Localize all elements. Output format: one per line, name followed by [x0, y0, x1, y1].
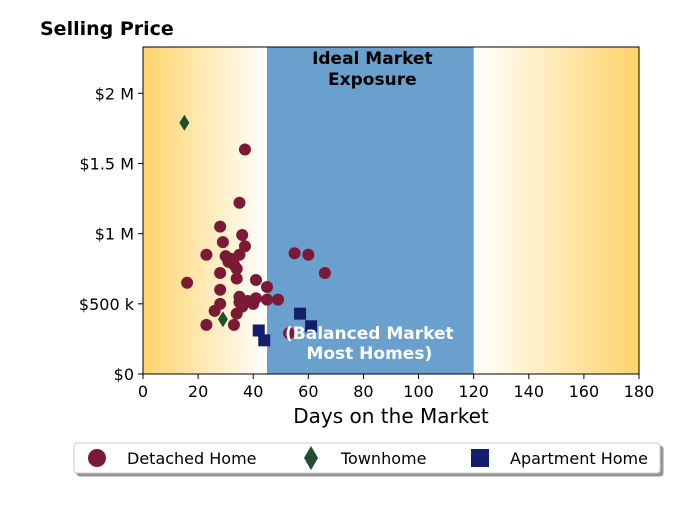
point-diamond-0: [179, 114, 190, 131]
region-label-bottom: Most Homes): [306, 344, 432, 364]
point-circle-15: [230, 272, 243, 285]
point-circle-30: [261, 293, 273, 306]
point-circle-4: [214, 220, 227, 233]
x-tick-label: 120: [458, 382, 489, 401]
chart-title: Selling Price: [40, 18, 174, 40]
legend-marker-circle: [88, 449, 106, 467]
point-circle-24: [238, 240, 251, 253]
point-circle-17: [233, 196, 246, 209]
point-circle-27: [249, 292, 262, 305]
point-diamond-1: [217, 311, 228, 328]
point-circle-23: [238, 143, 251, 156]
point-square-2: [294, 307, 307, 320]
point-circle-31: [272, 293, 285, 306]
x-axis-ticks: 0 20 40 60 80 100 120 140 160 180: [138, 374, 654, 401]
point-circle-12: [227, 318, 240, 331]
x-tick-label: 0: [138, 382, 148, 401]
legend-marker-square: [471, 449, 489, 467]
point-circle-7: [214, 297, 227, 310]
y-axis-ticks: $0 $500 k $1 M $1.5 M $2 M: [79, 84, 143, 384]
x-tick-label: 80: [353, 382, 373, 401]
x-tick-label: 20: [188, 382, 208, 401]
x-tick-label: 140: [514, 382, 545, 401]
region-label-top: Ideal Market: [312, 49, 433, 69]
y-tick-label: $2 M: [95, 84, 134, 103]
y-tick-label: $1.5 M: [79, 154, 134, 173]
region-label-top: Exposure: [328, 70, 417, 90]
point-circle-1: [200, 318, 213, 331]
point-circle-21: [236, 229, 249, 242]
point-circle-5: [214, 266, 227, 279]
plot-background: [143, 47, 639, 374]
legend-label: Townhome: [340, 449, 426, 468]
point-circle-6: [214, 283, 227, 296]
y-tick-label: $500 k: [79, 295, 135, 314]
point-circle-32: [283, 327, 296, 340]
x-axis-label: Days on the Market: [293, 404, 489, 428]
point-circle-29: [261, 280, 273, 293]
point-circle-34: [302, 248, 315, 261]
legend-label: Detached Home: [127, 449, 257, 468]
x-tick-label: 180: [624, 382, 655, 401]
point-circle-16: [230, 262, 243, 275]
data-points: [179, 114, 331, 347]
point-circle-33: [288, 247, 301, 260]
point-circle-8: [216, 236, 229, 249]
point-square-3: [305, 320, 318, 333]
x-tick-label: 40: [243, 382, 263, 401]
point-circle-2: [200, 248, 213, 261]
point-square-0: [252, 324, 265, 337]
y-tick-label: $0: [114, 365, 134, 384]
x-tick-label: 100: [403, 382, 434, 401]
x-tick-label: 160: [569, 382, 600, 401]
point-circle-28: [249, 273, 262, 286]
legend-box: [73, 442, 661, 474]
point-circle-35: [318, 266, 331, 279]
plot-frame: [142, 46, 640, 375]
legend: Detached Home Townhome Apartment Home: [73, 442, 661, 474]
x-tick-label: 60: [298, 382, 318, 401]
point-circle-0: [181, 276, 194, 289]
y-tick-label: $1 M: [95, 225, 134, 244]
legend-marker-diamond: [304, 446, 318, 470]
legend-label: Apartment Home: [510, 449, 648, 468]
background-right-gradient: [473, 47, 639, 374]
region-label-bottom: (Balanced Market: [285, 324, 454, 344]
point-square-1: [258, 334, 271, 347]
plot-border: [142, 46, 640, 375]
